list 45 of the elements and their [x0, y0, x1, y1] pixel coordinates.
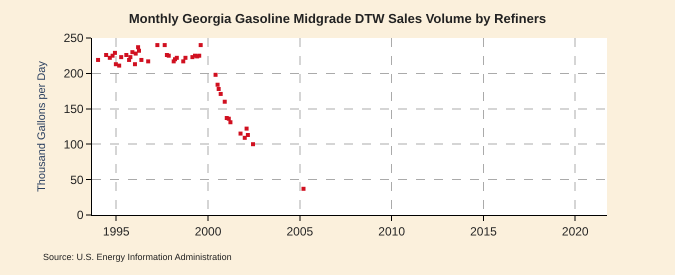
x-tick-label: 2020 [562, 224, 589, 238]
point [124, 52, 128, 57]
point [146, 59, 150, 64]
source-note: Source: U.S. Energy Information Administration [43, 252, 232, 262]
point [128, 55, 132, 60]
point [181, 59, 186, 64]
point [132, 62, 137, 66]
point [216, 86, 221, 91]
point [246, 133, 250, 137]
x-tick-label: 2015 [470, 224, 498, 238]
point [183, 56, 188, 60]
point [222, 100, 227, 104]
point [238, 132, 243, 136]
point [302, 186, 306, 191]
point [198, 43, 203, 48]
y-tick-label: 200 [64, 66, 84, 81]
point [244, 126, 249, 131]
point [242, 136, 247, 140]
point [162, 43, 167, 48]
x-tick-label: 1995 [102, 224, 130, 238]
point [136, 45, 140, 50]
y-tick-label: 0 [76, 208, 84, 222]
point [104, 52, 108, 57]
point [218, 92, 223, 96]
point [214, 72, 218, 77]
point [134, 52, 138, 56]
y-tick-label: 50 [70, 172, 84, 187]
point [228, 120, 232, 124]
x-tick-label: 2010 [378, 224, 406, 238]
y-tick-label: 150 [64, 102, 84, 116]
point [96, 58, 100, 62]
y-tick-label: 100 [64, 137, 84, 152]
point [139, 58, 144, 62]
chart-title: Monthly Georgia Gasoline Midgrade DTW Sales Volume by Refiners [128, 10, 546, 26]
x-tick-label: 2005 [286, 224, 314, 238]
point [155, 43, 160, 48]
x-tick-label: 2000 [194, 224, 222, 238]
point [137, 48, 141, 53]
point [112, 50, 117, 55]
y-axis-title: Thousand Gallons per Day [36, 60, 48, 192]
y-tick-label: 250 [64, 31, 84, 46]
point [119, 55, 124, 60]
point [251, 142, 256, 146]
point [216, 82, 220, 87]
point [117, 64, 122, 68]
